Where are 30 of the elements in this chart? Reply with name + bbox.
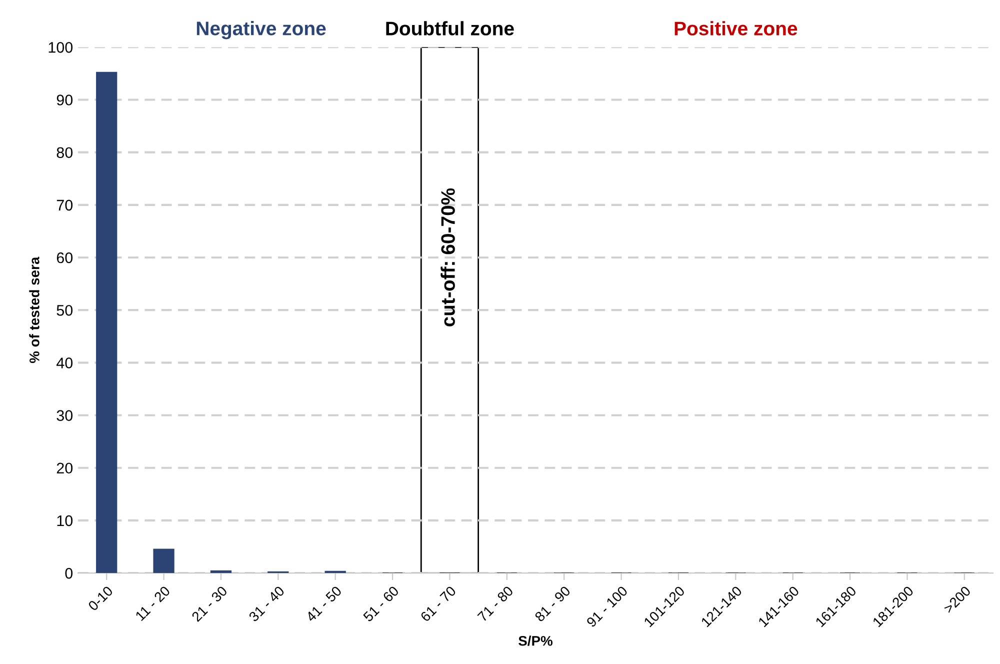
x-axis-title: S/P% (518, 636, 552, 646)
y-tick-label: 100 (48, 42, 73, 53)
y-axis-title: % of tested sera (29, 256, 40, 363)
x-tick-label: 61 - 70 (420, 585, 457, 622)
y-tick-label: 10 (57, 515, 73, 526)
y-tick-label: 60 (56, 252, 73, 264)
x-tick-label: 81 - 90 (534, 585, 571, 622)
bar (153, 548, 174, 574)
y-tick-label: 40 (56, 358, 73, 368)
y-tick-label: 50 (56, 304, 73, 316)
y-tick-label: 70 (56, 200, 73, 211)
bar (210, 570, 232, 574)
bar (96, 72, 118, 574)
x-tick-label: 91 - 100 (586, 585, 628, 628)
x-tick-label: 11 - 20 (134, 585, 171, 622)
x-tick-label: 21 - 30 (191, 585, 228, 622)
x-tick-label: 71 - 80 (477, 585, 514, 622)
text: Doubtful zone (386, 21, 514, 36)
text: Negative zone (196, 21, 326, 40)
band-label: cut-off: 60-70% (440, 188, 455, 326)
x-tick-label: 51 - 60 (362, 585, 400, 622)
x-tick-label: 31 - 40 (248, 585, 285, 622)
y-tick-label: 0 (65, 568, 73, 579)
y-tick-label: 80 (56, 147, 73, 158)
y-tick-label: 20 (56, 462, 73, 474)
y-tick-label: 90 (56, 94, 73, 106)
x-tick-label: 41 - 50 (305, 585, 342, 622)
y-tick-label: 30 (56, 410, 73, 421)
x-tick-label: 0-10 (88, 585, 114, 612)
text: Positive zone (674, 21, 798, 36)
